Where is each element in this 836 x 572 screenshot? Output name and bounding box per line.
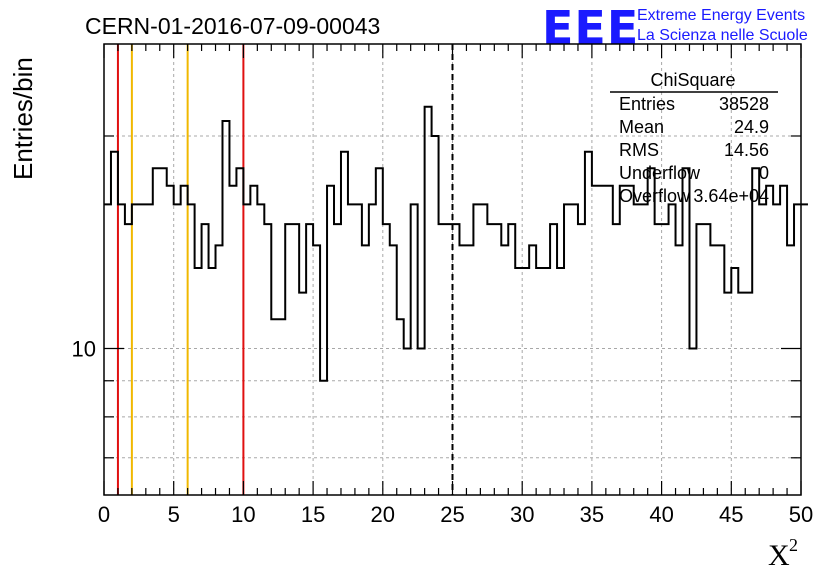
stats-overflow-value: 3.64e+04 (693, 186, 769, 206)
stats-mean-value: 24.9 (734, 117, 769, 137)
histogram-line (104, 105, 808, 382)
x-tick-label: 20 (371, 502, 395, 527)
chart-title: CERN-01-2016-07-09-00043 (85, 13, 380, 39)
stats-title: ChiSquare (650, 70, 735, 90)
stats-underflow-label: Underflow (619, 163, 701, 183)
y-tick-label: 10 (72, 336, 96, 361)
axes: 0 5 10 15 20 25 30 35 40 45 50 10 (72, 43, 813, 527)
x-tick-label: 35 (580, 502, 604, 527)
x-tick-label: 30 (510, 502, 534, 527)
x-tick-label: 25 (440, 502, 464, 527)
stats-rms-value: 14.56 (724, 140, 769, 160)
histogram-series (104, 105, 808, 382)
logo-line-2: La Scienza nelle Scuole (637, 27, 808, 44)
logo-line-1: Extreme Energy Events (637, 7, 805, 24)
stats-entries-label: Entries (619, 94, 675, 114)
stats-box: ChiSquare Entries 38528 Mean 24.9 RMS 14… (610, 70, 778, 206)
stats-mean-label: Mean (619, 117, 664, 137)
eee-logo: EEE (542, 1, 639, 55)
x-tick-label: 10 (231, 502, 255, 527)
x-tick-label: 50 (789, 502, 813, 527)
x-axis-label-superscript: 2 (789, 535, 798, 555)
x-tick-label: 45 (719, 502, 743, 527)
x-tick-label: 0 (98, 502, 110, 527)
stats-entries-value: 38528 (719, 94, 769, 114)
stats-underflow-value: 0 (759, 163, 769, 183)
marker-lines (116, 44, 454, 495)
x-axis-label: X (768, 539, 790, 572)
stats-overflow-label: Overflow (619, 186, 691, 206)
x-tick-label: 5 (168, 502, 180, 527)
stats-rms-label: RMS (619, 140, 659, 160)
x-tick-label: 40 (649, 502, 673, 527)
y-axis-label: Entries/bin (8, 57, 38, 180)
x-tick-label: 15 (301, 502, 325, 527)
